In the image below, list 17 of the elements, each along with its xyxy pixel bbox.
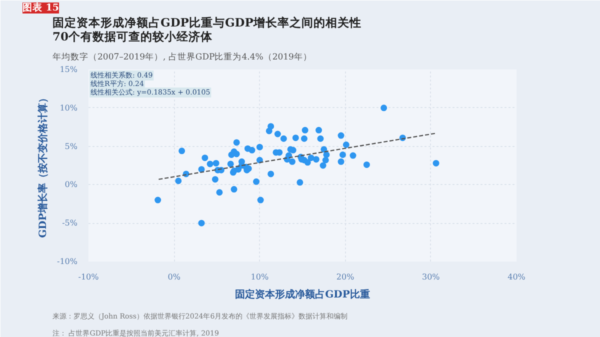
y-tick-label: 0%: [64, 180, 78, 190]
x-tick-label: -10%: [78, 272, 100, 282]
x-tick-label: 20%: [336, 272, 355, 282]
text: 图表 15: [22, 2, 60, 14]
x-tick-label: 0%: [168, 272, 181, 282]
x-tick-label: 40%: [508, 272, 526, 282]
x-axis-title: 固定资本形成净额占GDP比重: [235, 288, 370, 300]
chart-subtitle: 年均数字（2007–2019年）, 占世界GDP比重为4.4%（2019年）: [52, 52, 312, 62]
y-tick-label: 15%: [60, 65, 78, 74]
y-tick-label: 5%: [64, 142, 78, 151]
y-tick-label: 10%: [60, 103, 78, 112]
x-tick-label: 10%: [250, 272, 269, 282]
y-axis-title: GDP增长率（按不变价格计算）: [37, 93, 50, 238]
y-tick-label: -5%: [62, 218, 78, 228]
y-tick-label: -10%: [57, 257, 78, 266]
x-tick-label: 30%: [422, 272, 440, 282]
chart-title: 固定资本形成净额占GDP比重与GDP增长率之间的相关性 70个有数据可查的较小经济体: [52, 16, 362, 44]
